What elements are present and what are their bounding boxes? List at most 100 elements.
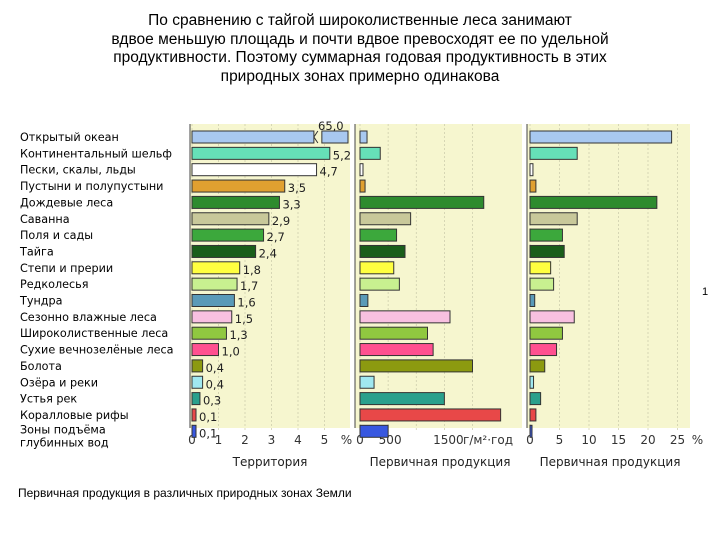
bar-territory: [191, 359, 204, 373]
bar-production-share: [529, 359, 546, 373]
bar-production-share: [529, 195, 658, 209]
bar-production-share: [529, 146, 578, 160]
value-label-territory: 1,0: [222, 345, 240, 359]
value-label-territory: 3,3: [282, 197, 300, 211]
bar-production-share: [529, 228, 563, 242]
bar-production-density: [359, 310, 451, 324]
x-tick-label-1: 2: [241, 433, 249, 447]
bar-territory: [191, 228, 265, 242]
x-axis-title-2: Первичная продукция: [370, 455, 511, 469]
bar-production-share: [529, 212, 578, 226]
x-tick-label-1: 4: [294, 433, 302, 447]
category-label: Континентальный шельф: [20, 147, 172, 160]
bar-production-density: [359, 408, 502, 422]
bar-production-density: [359, 130, 368, 144]
x-axis-title-1: Территория: [232, 455, 308, 469]
bar-production-share: [529, 261, 552, 275]
value-label-territory: 3,5: [288, 181, 306, 195]
bar-territory: [191, 146, 331, 160]
bar-production-share: [529, 244, 565, 258]
value-label-territory: 2,9: [272, 214, 290, 228]
plot-area-3: [527, 124, 690, 428]
bar-territory: [191, 277, 238, 291]
x-tick-label-2: 1500: [433, 433, 464, 447]
plot-area-2: [355, 124, 522, 428]
bar-production-density: [359, 195, 485, 209]
category-label: Коралловые рифы: [20, 409, 129, 422]
category-label: Открытый океан: [20, 131, 119, 144]
category-label: Поля и сады: [20, 229, 93, 242]
bar-territory: [191, 163, 318, 177]
x-tick-label-1: 1: [215, 433, 223, 447]
x-tick-label-3: %: [692, 433, 703, 447]
x-tick-label-3: 5: [556, 433, 564, 447]
side-number: 1: [702, 286, 709, 298]
category-label: Озёра и реки: [20, 376, 98, 389]
category-label: Устья рек: [20, 393, 77, 406]
page-title: По сравнению с тайгой широколиственные л…: [50, 12, 670, 86]
category-label: Сезонно влажные леса: [20, 311, 157, 324]
category-label: Пески, скалы, льды: [20, 164, 136, 177]
x-tick-label-3: 20: [640, 433, 655, 447]
bar-production-share: [529, 375, 535, 389]
x-tick-label-1: %: [341, 433, 352, 447]
x-tick-label-1: 0: [188, 433, 196, 447]
x-tick-label-3: 25: [670, 433, 685, 447]
value-label-territory: 0,1: [199, 410, 217, 424]
bar-production-density: [359, 392, 445, 406]
bar-production-density: [359, 146, 381, 160]
category-label: Дождевые леса: [20, 196, 113, 209]
bar-production-share: [529, 326, 563, 340]
bar-production-share: [529, 277, 555, 291]
bar-territory: [191, 408, 197, 422]
bar-production-density: [359, 212, 412, 226]
bar-territory: [191, 130, 315, 144]
title-line-2: вдвое меньшую площадь и почти вдвое прев…: [111, 30, 609, 48]
bar-territory: [191, 294, 235, 307]
value-label-territory: 0,3: [203, 394, 221, 408]
value-label-territory: 0,1: [199, 426, 217, 440]
bar-production-share: [529, 179, 537, 193]
value-label-territory: 1,5: [235, 312, 253, 326]
bar-territory: [191, 343, 219, 357]
bar-production-density: [359, 424, 389, 438]
figure-caption: Первичная продукция в различных природны…: [18, 486, 352, 500]
axis-break-mark: [313, 130, 319, 144]
bar-production-density: [359, 244, 406, 258]
bar-production-density: [359, 261, 395, 275]
bar-production-density: [359, 228, 398, 242]
value-label-territory: 0,4: [206, 361, 224, 375]
title-line-1: По сравнению с тайгой широколиственные л…: [148, 12, 572, 29]
value-label-territory: 65,0: [318, 119, 344, 133]
bar-production-share: [529, 392, 542, 406]
value-label-territory: 2,4: [259, 246, 277, 260]
bar-territory: [191, 195, 280, 209]
value-label-territory: 5,2: [333, 148, 351, 162]
title-line-3: продуктивности. Поэтому суммарная годова…: [113, 49, 607, 66]
category-label: Тайга: [19, 245, 54, 258]
category-label: Редколесья: [20, 278, 88, 291]
bar-production-density: [359, 163, 364, 177]
bar-production-share: [529, 343, 558, 357]
bar-production-share: [529, 408, 537, 422]
category-label: Широколиственные леса: [20, 327, 168, 340]
bar-territory: [191, 310, 233, 324]
bar-production-share: [529, 424, 533, 438]
category-label: Степи и прерии: [20, 262, 113, 275]
category-label: Тундра: [19, 295, 62, 308]
category-label: Болота: [20, 360, 62, 373]
x-tick-label-3: 15: [611, 433, 626, 447]
x-tick-label-3: 0: [526, 433, 534, 447]
value-label-territory: 1,3: [229, 328, 247, 342]
bar-territory: [191, 424, 197, 438]
value-label-territory: 4,7: [320, 165, 338, 179]
value-label-territory: 0,4: [206, 377, 224, 391]
bar-production-density: [359, 359, 473, 373]
bar-territory-continued: [321, 130, 349, 144]
title-line-4: природных зонах примерно одинакова: [220, 67, 500, 85]
bar-production-share: [529, 130, 673, 144]
category-label: Саванна: [20, 213, 70, 226]
bar-production-density: [359, 277, 400, 291]
category-label: Сухие вечнозелёные леса: [20, 344, 174, 357]
